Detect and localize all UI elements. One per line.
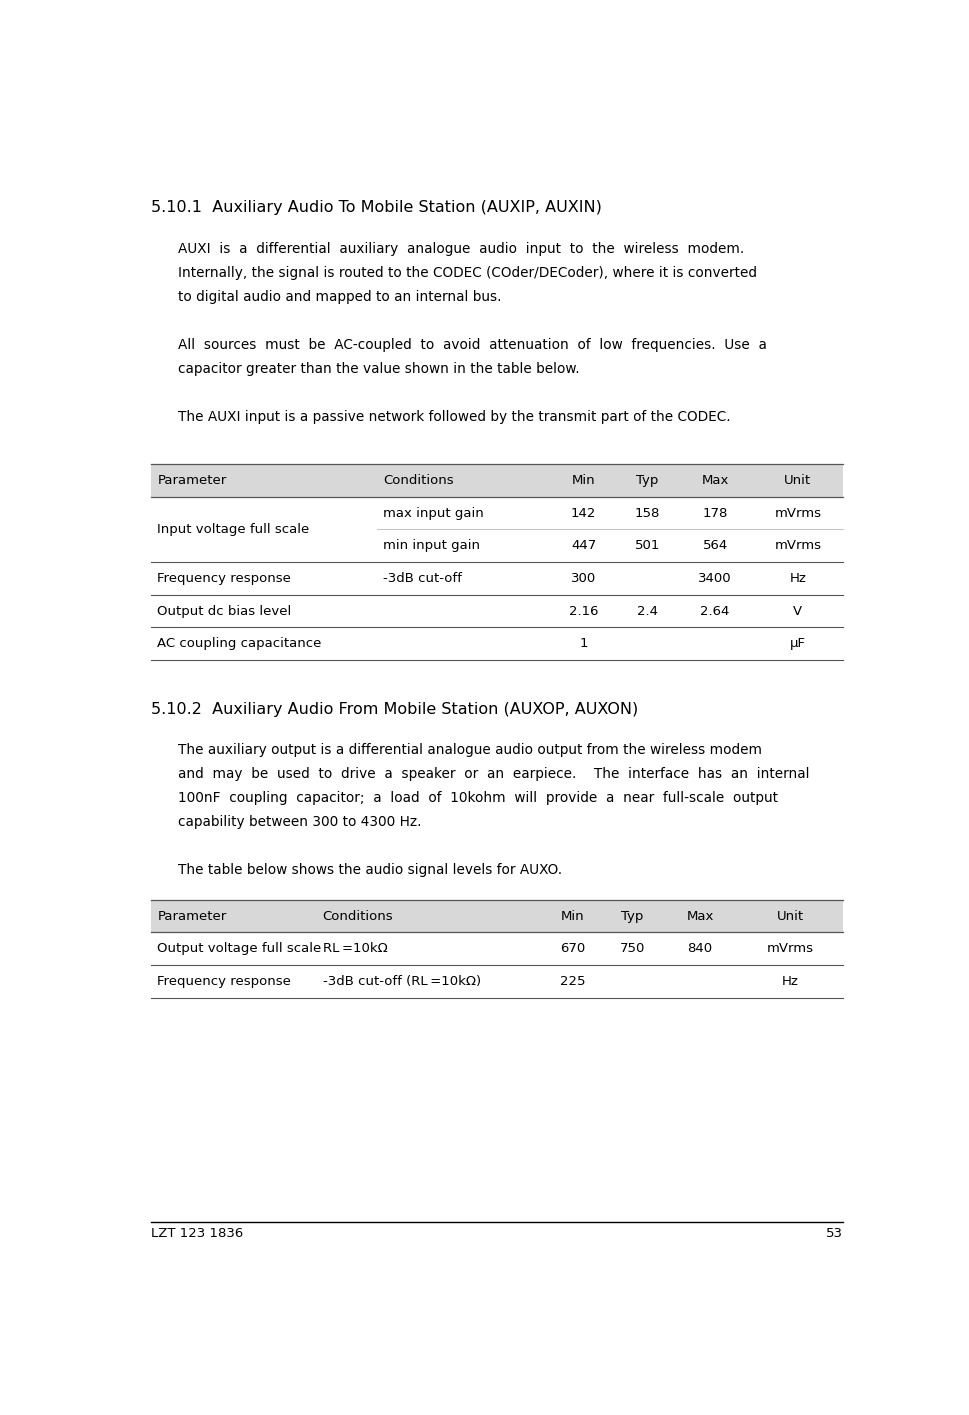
Text: 158: 158: [634, 507, 660, 519]
Text: 501: 501: [634, 539, 660, 552]
Text: Internally, the signal is routed to the CODEC (COder/DECoder), where it is conve: Internally, the signal is routed to the …: [177, 266, 756, 280]
Text: Output voltage full scale: Output voltage full scale: [157, 942, 322, 955]
Text: mVrms: mVrms: [773, 539, 821, 552]
Text: Frequency response: Frequency response: [157, 572, 291, 584]
Text: RL =10kΩ: RL =10kΩ: [323, 942, 387, 955]
Text: Hz: Hz: [789, 572, 805, 584]
Text: AUXI  is  a  differential  auxiliary  analogue  audio  input  to  the  wireless : AUXI is a differential auxiliary analogu…: [177, 242, 743, 256]
Text: -3dB cut-off: -3dB cut-off: [383, 572, 461, 584]
Text: Unit: Unit: [776, 910, 803, 923]
Text: LZT 123 1836: LZT 123 1836: [151, 1227, 243, 1240]
Bar: [151, 464, 842, 497]
Text: 750: 750: [619, 942, 644, 955]
Text: 300: 300: [571, 572, 596, 584]
Text: Unit: Unit: [784, 474, 810, 487]
Text: max input gain: max input gain: [383, 507, 484, 519]
Text: Parameter: Parameter: [157, 910, 227, 923]
Text: mVrms: mVrms: [773, 507, 821, 519]
Text: The table below shows the audio signal levels for AUXO.: The table below shows the audio signal l…: [177, 863, 561, 877]
Text: 225: 225: [559, 975, 584, 988]
Text: -3dB cut-off (RL =10kΩ): -3dB cut-off (RL =10kΩ): [323, 975, 481, 988]
Text: 142: 142: [571, 507, 596, 519]
Text: Frequency response: Frequency response: [157, 975, 291, 988]
Text: 2.4: 2.4: [637, 604, 657, 617]
Text: Hz: Hz: [781, 975, 797, 988]
Text: 2.64: 2.64: [700, 604, 729, 617]
Bar: [151, 900, 842, 932]
Text: 53: 53: [825, 1227, 842, 1240]
Text: Conditions: Conditions: [383, 474, 453, 487]
Text: 670: 670: [559, 942, 584, 955]
Text: 564: 564: [702, 539, 727, 552]
Text: Typ: Typ: [636, 474, 658, 487]
Text: V: V: [793, 604, 801, 617]
Text: The auxiliary output is a differential analogue audio output from the wireless m: The auxiliary output is a differential a…: [177, 743, 761, 757]
Text: Max: Max: [701, 474, 728, 487]
Text: 840: 840: [687, 942, 712, 955]
Text: Min: Min: [560, 910, 583, 923]
Text: min input gain: min input gain: [383, 539, 480, 552]
Text: 1: 1: [578, 637, 587, 651]
Text: 3400: 3400: [698, 572, 732, 584]
Text: 5.10.2  Auxiliary Audio From Mobile Station (AUXOP, AUXON): 5.10.2 Auxiliary Audio From Mobile Stati…: [151, 702, 638, 716]
Text: Input voltage full scale: Input voltage full scale: [157, 524, 309, 536]
Text: capability between 300 to 4300 Hz.: capability between 300 to 4300 Hz.: [177, 815, 421, 829]
Text: 447: 447: [571, 539, 596, 552]
Text: capacitor greater than the value shown in the table below.: capacitor greater than the value shown i…: [177, 362, 578, 375]
Text: The AUXI input is a passive network followed by the transmit part of the CODEC.: The AUXI input is a passive network foll…: [177, 409, 730, 423]
Text: Output dc bias level: Output dc bias level: [157, 604, 292, 617]
Text: to digital audio and mapped to an internal bus.: to digital audio and mapped to an intern…: [177, 290, 501, 304]
Text: 100nF  coupling  capacitor;  a  load  of  10kohm  will  provide  a  near  full-s: 100nF coupling capacitor; a load of 10ko…: [177, 791, 777, 805]
Text: Max: Max: [686, 910, 713, 923]
Text: 5.10.1  Auxiliary Audio To Mobile Station (AUXIP, AUXIN): 5.10.1 Auxiliary Audio To Mobile Station…: [151, 201, 602, 215]
Text: All  sources  must  be  AC-coupled  to  avoid  attenuation  of  low  frequencies: All sources must be AC-coupled to avoid …: [177, 338, 766, 351]
Text: Min: Min: [571, 474, 595, 487]
Text: 2.16: 2.16: [568, 604, 598, 617]
Text: Typ: Typ: [620, 910, 643, 923]
Text: AC coupling capacitance: AC coupling capacitance: [157, 637, 322, 651]
Text: 178: 178: [702, 507, 727, 519]
Text: Conditions: Conditions: [323, 910, 393, 923]
Text: and  may  be  used  to  drive  a  speaker  or  an  earpiece.    The  interface  : and may be used to drive a speaker or an…: [177, 767, 808, 781]
Text: μF: μF: [789, 637, 805, 651]
Text: Parameter: Parameter: [157, 474, 227, 487]
Text: mVrms: mVrms: [766, 942, 813, 955]
